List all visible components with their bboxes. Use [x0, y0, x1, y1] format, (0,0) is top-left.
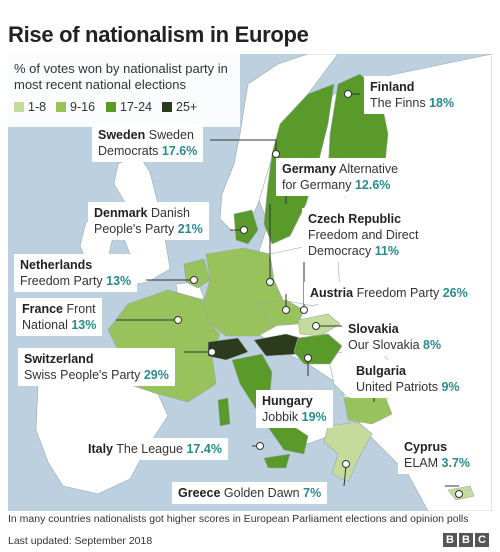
label-slovakia: Slovakia Our Slovakia 8% [342, 318, 448, 356]
country-name-italy: Italy [88, 442, 114, 456]
country-greece [323, 421, 373, 483]
party-germany-line2: for Germany [282, 178, 352, 192]
bbc-logo-letter-3: C [475, 533, 489, 547]
footnote: In many countries nationalists got highe… [8, 513, 469, 525]
label-greece: Greece Golden Dawn 7% [172, 482, 328, 504]
party-denmark-line2: People's Party [94, 222, 175, 236]
label-italy: Italy The League 17.4% [82, 438, 228, 460]
percent-sweden: 17.6% [161, 144, 198, 158]
party-denmark-line1: Danish [150, 206, 190, 220]
label-czech-republic: Czech Republic Freedom and Direct Democr… [302, 208, 425, 262]
europe-map: % of votes won by nationalist party in m… [8, 54, 492, 511]
party-netherlands: Freedom Party [20, 274, 103, 288]
legend-label-9-16: 9-16 [70, 100, 96, 114]
label-germany: Germany Alternative for Germany 12.6% [276, 158, 405, 196]
percent-france: 13% [71, 318, 97, 332]
map-title: Rise of nationalism in Europe [8, 22, 309, 47]
legend-swatch-17-24 [106, 102, 116, 112]
legend-swatch-9-16 [56, 102, 66, 112]
label-cyprus: Cyprus ELAM 3.7% [398, 436, 477, 474]
percent-bulgaria: 9% [441, 380, 460, 394]
percent-greece: 7% [303, 486, 322, 500]
country-name-denmark: Denmark [94, 206, 148, 220]
country-name-switzerland: Switzerland [24, 352, 94, 366]
label-sweden: Sweden Sweden Democrats 17.6% [92, 124, 204, 162]
label-switzerland: Switzerland Swiss People's Party 29% [18, 348, 175, 386]
percent-cyprus: 3.7% [441, 456, 471, 470]
country-switzerland [207, 337, 249, 361]
percent-finland: 18% [429, 96, 455, 110]
party-sweden-line2: Democrats [98, 144, 159, 158]
country-name-austria: Austria [310, 286, 354, 300]
label-netherlands: Netherlands Freedom Party 13% [14, 254, 138, 292]
bbc-logo-letter-2: B [459, 533, 473, 547]
legend-label-17-24: 17-24 [120, 100, 152, 114]
percent-netherlands: 13% [106, 274, 132, 288]
percent-denmark: 21% [177, 222, 203, 236]
label-denmark: Denmark Danish People's Party 21% [88, 202, 209, 240]
percent-hungary: 19% [301, 410, 327, 424]
party-slovakia: Our Slovakia [348, 338, 420, 352]
label-hungary: Hungary Jobbik 19% [256, 390, 333, 428]
country-name-cyprus: Cyprus [404, 440, 448, 454]
bbc-logo-letter-1: B [443, 533, 457, 547]
party-sweden-line1: Sweden [148, 128, 194, 142]
legend-label-1-8: 1-8 [28, 100, 47, 114]
party-czech-line2: Democracy [308, 244, 372, 258]
label-france: France Front National 13% [16, 298, 103, 336]
legend-swatch-25-plus [162, 102, 172, 112]
legend: % of votes won by nationalist party in m… [8, 54, 240, 127]
percent-germany: 12.6% [354, 178, 391, 192]
label-austria: Austria Freedom Party 26% [304, 282, 474, 304]
legend-label-25-plus: 25+ [176, 100, 198, 114]
last-updated: Last updated: September 2018 [8, 535, 153, 547]
party-greece: Golden Dawn [223, 486, 300, 500]
label-finland: Finland The Finns 18% [364, 76, 461, 114]
country-name-greece: Greece [178, 486, 221, 500]
party-switzerland: Swiss People's Party [24, 368, 141, 382]
country-sicily [263, 453, 291, 469]
party-italy: The League [116, 442, 183, 456]
country-name-finland: Finland [370, 80, 415, 94]
iberia [35, 375, 169, 495]
country-name-hungary: Hungary [262, 394, 313, 408]
country-name-czech-republic: Czech Republic [308, 212, 402, 226]
party-czech-line1: Freedom and Direct [308, 228, 419, 242]
party-austria: Freedom Party [356, 286, 440, 300]
party-france-line2: National [22, 318, 68, 332]
party-bulgaria: United Patriots [356, 380, 438, 394]
country-czech [257, 299, 305, 327]
party-cyprus: ELAM [404, 456, 439, 470]
party-germany-line1: Alternative [339, 162, 399, 176]
country-name-germany: Germany [282, 162, 337, 176]
percent-austria: 26% [442, 286, 468, 300]
percent-italy: 17.4% [186, 442, 222, 456]
country-sardinia [217, 397, 231, 427]
legend-title: % of votes won by nationalist party in m… [14, 61, 228, 92]
percent-switzerland: 29% [143, 368, 169, 382]
party-france-line1: Front [66, 302, 96, 316]
country-name-sweden: Sweden [98, 128, 146, 142]
party-hungary: Jobbik [262, 410, 299, 424]
label-bulgaria: Bulgaria United Patriots 9% [350, 360, 466, 398]
country-name-slovakia: Slovakia [348, 322, 399, 336]
country-name-bulgaria: Bulgaria [356, 364, 407, 378]
country-name-netherlands: Netherlands [20, 258, 93, 272]
country-name-france: France [22, 302, 63, 316]
party-finland: The Finns [370, 96, 426, 110]
percent-czech-republic: 11% [374, 244, 400, 258]
legend-swatch-1-8 [14, 102, 24, 112]
percent-slovakia: 8% [423, 338, 442, 352]
